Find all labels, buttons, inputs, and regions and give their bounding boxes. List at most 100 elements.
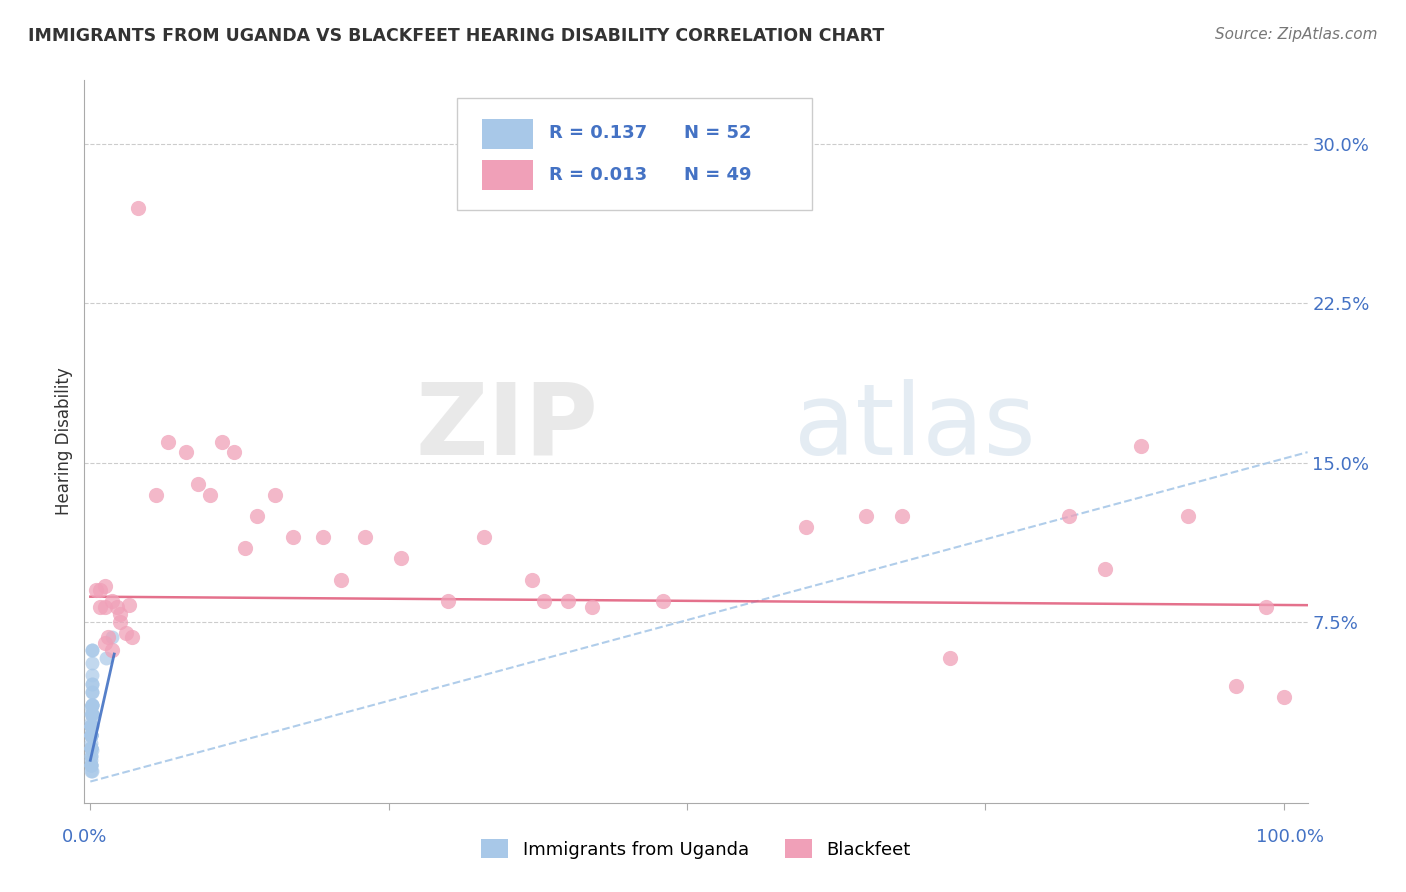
Legend: Immigrants from Uganda, Blackfeet: Immigrants from Uganda, Blackfeet [474,832,918,866]
Point [1177,508,1199,523]
Point [97,630,120,644]
Point [890,508,912,523]
Point [80,719,103,733]
Point [80,740,103,755]
Point [93,579,115,593]
Point [389,551,412,566]
Text: Source: ZipAtlas.com: Source: ZipAtlas.com [1215,27,1378,42]
Point [80,706,103,721]
Point [80,706,103,721]
Point [520,573,543,587]
Point [117,598,139,612]
Point [1129,439,1152,453]
Point [121,630,143,644]
Point [80,749,103,764]
Point [437,594,460,608]
Point [89,583,111,598]
Text: IMMIGRANTS FROM UGANDA VS BLACKFEET HEARING DISABILITY CORRELATION CHART: IMMIGRANTS FROM UGANDA VS BLACKFEET HEAR… [28,27,884,45]
Point [80,740,103,755]
Point [581,600,603,615]
Point [80,719,103,733]
Point [80,764,103,778]
Text: atlas: atlas [794,378,1035,475]
Point [80,736,103,750]
Point [1057,508,1080,523]
Point [1272,690,1295,704]
Point [145,488,167,502]
Point [283,530,305,544]
Point [246,508,269,523]
Point [93,600,115,615]
Bar [482,119,533,149]
Point [211,434,233,449]
Point [1094,562,1116,576]
Point [329,573,352,587]
Point [80,714,103,729]
Point [80,706,103,721]
Point [94,651,117,665]
Point [80,728,103,742]
Point [796,519,818,533]
Point [80,698,103,712]
Point [101,630,124,644]
Point [80,728,103,742]
Point [557,594,579,608]
FancyBboxPatch shape [457,98,813,211]
Point [353,530,375,544]
Point [80,728,103,742]
Point [82,642,104,657]
Text: R = 0.137: R = 0.137 [550,124,647,142]
Point [80,685,103,699]
Point [127,201,149,215]
Point [80,719,103,733]
Point [80,728,103,742]
Point [472,530,495,544]
Point [652,594,675,608]
Text: N = 52: N = 52 [683,124,751,142]
Point [80,668,103,682]
Point [80,698,103,712]
Point [101,594,124,608]
Point [156,434,179,449]
Point [80,642,103,657]
Point [80,757,103,772]
Point [938,651,960,665]
Point [105,600,128,615]
Point [533,594,555,608]
Point [80,698,103,712]
Point [187,477,209,491]
Point [80,728,103,742]
Point [80,740,103,755]
Bar [482,160,533,190]
Text: 100.0%: 100.0% [1256,829,1323,847]
Point [198,488,221,502]
Point [80,757,103,772]
Point [82,764,104,778]
Point [312,530,335,544]
Point [80,740,103,755]
Point [80,656,103,670]
Point [80,700,103,714]
Point [80,677,103,691]
Point [89,600,111,615]
Text: 0.0%: 0.0% [62,829,107,847]
Point [80,728,103,742]
Point [1225,679,1247,693]
Point [80,719,103,733]
Point [80,742,103,756]
Point [80,728,103,742]
Point [93,636,115,650]
Point [80,706,103,721]
Point [108,607,131,621]
Point [80,706,103,721]
Point [101,642,124,657]
Point [80,719,103,733]
Point [174,445,197,459]
Point [80,728,103,742]
Text: ZIP: ZIP [415,378,598,475]
Point [80,719,103,733]
Point [855,508,877,523]
Text: R = 0.013: R = 0.013 [550,166,647,184]
Point [108,615,131,630]
Point [80,740,103,755]
